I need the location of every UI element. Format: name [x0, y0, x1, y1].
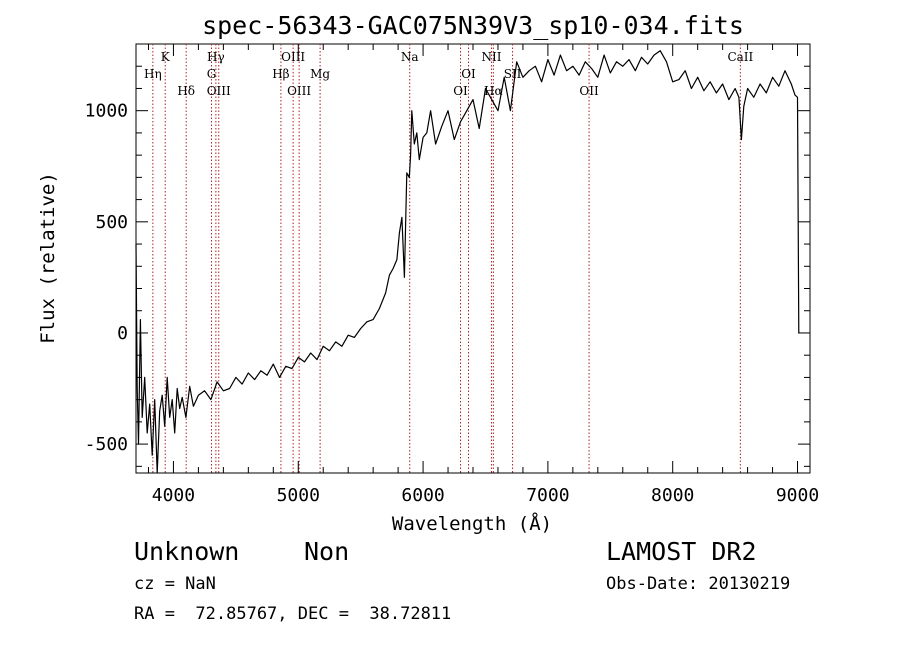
- spectral-line-markers: [152, 44, 741, 473]
- x-tick-label: 5000: [277, 485, 320, 506]
- axis-tick-labels: 4000 5000 6000 7000 8000 9000 -500 0 500 1000: [85, 101, 820, 506]
- spectral-line-label: CaII: [727, 50, 753, 64]
- spectral-line-label: K: [161, 50, 171, 64]
- spectral-line-label: NII: [481, 50, 501, 64]
- spectral-line-labels: HηKHδHγGOIIIHβOIIIOIIIMgNaOIOINIIHαSIIOI…: [144, 50, 753, 98]
- spectral-line-label: Hβ: [272, 67, 289, 81]
- axis-ticks: [136, 43, 810, 473]
- spectral-line-label: OI: [453, 84, 468, 98]
- spectral-line-label: Hδ: [177, 84, 195, 98]
- y-tick-label: 1000: [85, 101, 128, 122]
- plot-frame: [135, 43, 811, 474]
- obs-date-text: Obs-Date: 20130219: [606, 574, 791, 594]
- spectral-line-label: OIII: [287, 84, 311, 98]
- spectral-line-label: OII: [579, 84, 599, 98]
- x-tick-label: 6000: [401, 485, 444, 506]
- spectral-line-label: SII: [504, 67, 522, 81]
- x-tick-label: 4000: [152, 485, 195, 506]
- spectral-line-label: G: [207, 67, 217, 81]
- spectral-line-label: Na: [401, 50, 419, 64]
- coordinates-text: RA = 72.85767, DEC = 38.72811: [134, 604, 452, 624]
- spectral-line-label: OIII: [207, 84, 231, 98]
- x-tick-label: 9000: [776, 485, 819, 506]
- spectral-line-label: OIII: [281, 50, 305, 64]
- spectral-line-label: Hγ: [207, 50, 225, 64]
- y-tick-label: 0: [117, 323, 128, 344]
- spectral-line-label: Mg: [310, 67, 330, 81]
- spectral-line-label: OI: [461, 67, 476, 81]
- spectrum-series-line: [135, 50, 800, 474]
- object-class-label: Unknown: [134, 537, 240, 566]
- spectral-line-label: Hη: [144, 67, 162, 81]
- survey-label: LAMOST DR2: [606, 537, 757, 566]
- x-tick-label: 8000: [651, 485, 694, 506]
- redshift-text: cz = NaN: [134, 574, 216, 594]
- x-tick-label: 7000: [526, 485, 569, 506]
- y-tick-label: 500: [95, 212, 128, 233]
- y-tick-label: -500: [85, 434, 128, 455]
- x-axis-label: Wavelength (Å): [392, 512, 552, 535]
- object-subclass-label: Non: [304, 537, 350, 566]
- y-axis-label: Flux (relative): [37, 172, 59, 344]
- chart-title: spec-56343-GAC075N39V3_sp10-034.fits: [202, 11, 744, 40]
